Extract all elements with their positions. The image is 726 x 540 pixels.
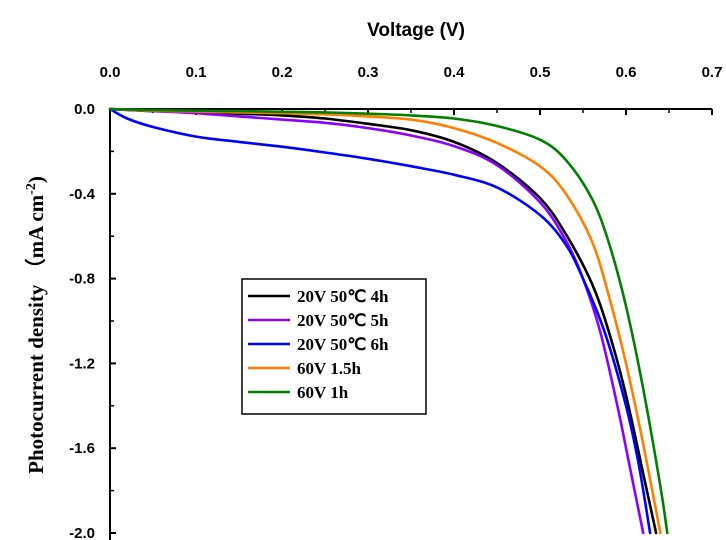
y-tick-label: -0.4 [69,186,96,203]
plot-area: 0.0 0.1 0.2 0.3 0.4 0.5 0.6 0.7 0.0 -0.4 -0.8 -1.2… [69,64,722,540]
y-tick-label: -2.0 [69,525,95,540]
series-line-3 [108,107,652,535]
legend-label-1: 20V 50℃ 4h [297,287,389,306]
y-tick-label: -1.2 [69,355,95,372]
y-axis-title: Photocurrent density （mA cm-2) [24,176,48,474]
x-tick-label: 0.6 [616,64,637,81]
legend-label-4: 60V 1.5h [297,359,361,378]
x-tick-label: 0.2 [272,64,293,81]
x-tick-label: 0.7 [702,64,723,81]
y-ticks: 0.0 -0.4 -0.8 -1.2 -1.6 -2.0 [69,101,116,540]
y-axis-title-close: ) [24,176,48,183]
legend-label-5: 60V 1h [297,383,349,402]
series-line-5 [108,107,669,535]
x-ticks: 0.0 0.1 0.2 0.3 0.4 0.5 0.6 0.7 [100,64,723,115]
x-tick-label: 0.1 [186,64,207,81]
x-tick-label: 0.0 [100,64,121,81]
x-axis-title: Voltage (V) [367,20,465,41]
x-tick-label: 0.5 [530,64,551,81]
y-tick-label: 0.0 [74,101,95,118]
series-layer [108,107,669,535]
y-axis-title-main: Photocurrent density （mA cm [24,194,48,474]
y-tick-label: -1.6 [69,440,95,457]
y-tick-label: -0.8 [69,271,95,288]
legend: 20V 50℃ 4h 20V 50℃ 5h 20V 50℃ 6h 60V 1.5h 60… [241,278,427,415]
legend-label-3: 20V 50℃ 6h [297,335,389,354]
legend-label-2: 20V 50℃ 5h [297,311,389,330]
series-line-2 [108,107,645,535]
x-tick-label: 0.3 [358,64,379,81]
x-tick-label: 0.4 [444,64,466,81]
y-axis-title-superscript: -2 [24,183,39,195]
legend-items: 20V 50℃ 4h 20V 50℃ 5h 20V 50℃ 6h 60V 1.5h 60… [248,287,389,402]
